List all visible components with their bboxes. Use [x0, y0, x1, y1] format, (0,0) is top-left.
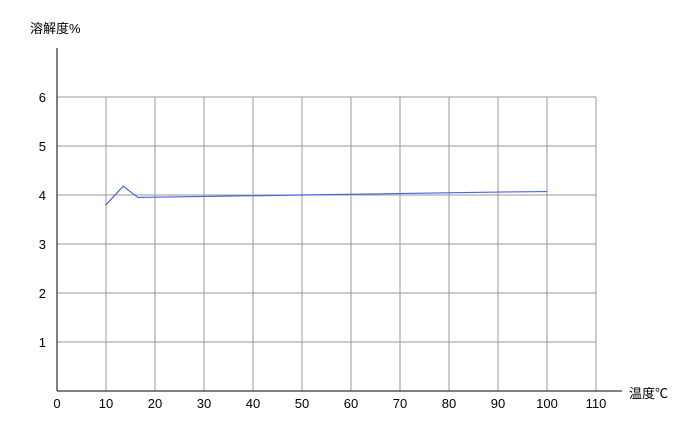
- data-point: [122, 185, 124, 187]
- data-point: [137, 196, 139, 199]
- data-point: [105, 204, 107, 206]
- x-tick-label: 40: [246, 396, 260, 411]
- x-tick-label: 0: [53, 396, 60, 411]
- x-tick-label: 80: [442, 396, 456, 411]
- x-tick-label: 50: [295, 396, 309, 411]
- y-tick-label: 3: [39, 237, 46, 252]
- x-tick-label: 60: [344, 396, 358, 411]
- tick-labels: 0 10 20 30 40 50 60 70 80 90 100 110 1 2 3 4 5 6: [39, 90, 607, 411]
- y-axis-label: 溶解度%: [30, 21, 81, 36]
- x-tick-label: 100: [536, 396, 558, 411]
- x-tick-label: 70: [393, 396, 407, 411]
- x-tick-label: 90: [491, 396, 505, 411]
- x-tick-label: 30: [197, 396, 211, 411]
- y-tick-label: 5: [39, 139, 46, 154]
- data-point: [546, 190, 548, 193]
- series: [105, 185, 548, 206]
- data-point: [301, 194, 303, 196]
- grid: [57, 96, 597, 391]
- y-tick-label: 2: [39, 286, 46, 301]
- x-tick-label: 20: [148, 396, 162, 411]
- y-tick-label: 6: [39, 90, 46, 105]
- y-tick-label: 1: [39, 335, 46, 350]
- y-tick-label: 4: [39, 188, 46, 203]
- data-point: [497, 191, 499, 193]
- x-tick-label: 110: [586, 396, 607, 411]
- x-tick-label: 10: [99, 396, 113, 411]
- series-line: [105, 185, 548, 206]
- axes: [56, 48, 622, 392]
- x-axis-label: 温度℃: [629, 386, 668, 401]
